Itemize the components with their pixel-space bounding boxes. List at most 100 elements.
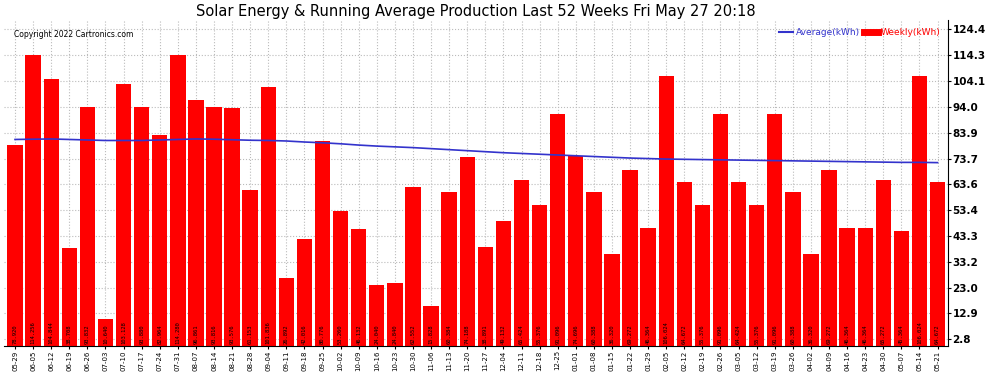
Bar: [44, 79, 58, 346]
Bar: [387, 283, 403, 346]
Bar: [333, 211, 348, 346]
Text: 53.260: 53.260: [339, 324, 344, 344]
Bar: [912, 76, 928, 346]
Bar: [297, 239, 312, 346]
Text: Copyright 2022 Cartronics.com: Copyright 2022 Cartronics.com: [14, 30, 133, 39]
Text: 103.128: 103.128: [121, 321, 126, 344]
Text: 96.861: 96.861: [193, 324, 198, 344]
Bar: [713, 114, 729, 346]
Bar: [550, 114, 565, 346]
Bar: [604, 254, 620, 346]
Bar: [658, 76, 674, 346]
Bar: [79, 107, 95, 346]
Text: 46.364: 46.364: [844, 324, 849, 344]
Bar: [822, 170, 837, 346]
Text: 55.376: 55.376: [700, 324, 705, 344]
Bar: [749, 205, 764, 346]
Text: 55.376: 55.376: [538, 324, 543, 344]
Bar: [188, 100, 204, 346]
Text: 55.376: 55.376: [754, 324, 759, 344]
Bar: [315, 141, 331, 346]
Bar: [260, 87, 276, 346]
Text: 60.388: 60.388: [790, 324, 795, 344]
Text: 93.816: 93.816: [212, 324, 217, 344]
Bar: [496, 221, 511, 346]
Bar: [803, 254, 819, 346]
Bar: [7, 145, 23, 346]
Bar: [116, 84, 132, 346]
Text: 93.880: 93.880: [140, 324, 145, 344]
Bar: [894, 231, 909, 346]
Text: 65.424: 65.424: [519, 324, 524, 344]
Text: 61.153: 61.153: [248, 324, 252, 344]
Text: 106.024: 106.024: [663, 321, 668, 344]
Text: 91.096: 91.096: [772, 324, 777, 344]
Text: 26.892: 26.892: [284, 324, 289, 344]
Bar: [98, 319, 113, 346]
Text: 74.188: 74.188: [464, 324, 469, 344]
Text: 91.096: 91.096: [718, 324, 723, 344]
Text: 91.096: 91.096: [555, 324, 560, 344]
Bar: [586, 192, 602, 346]
Text: 93.576: 93.576: [230, 324, 235, 344]
Text: 46.364: 46.364: [862, 324, 867, 344]
Text: 15.828: 15.828: [429, 324, 434, 344]
Text: 45.364: 45.364: [899, 324, 904, 344]
Bar: [61, 248, 77, 346]
Bar: [676, 182, 692, 346]
Bar: [278, 278, 294, 346]
Bar: [532, 205, 547, 346]
Bar: [477, 247, 493, 346]
Text: 46.364: 46.364: [645, 324, 650, 344]
Legend: Average(kWh), Weekly(kWh): Average(kWh), Weekly(kWh): [776, 25, 943, 41]
Bar: [875, 180, 891, 346]
Text: 93.832: 93.832: [85, 324, 90, 344]
Text: 62.552: 62.552: [411, 324, 416, 344]
Text: 78.920: 78.920: [13, 324, 18, 344]
Text: 106.024: 106.024: [917, 321, 922, 344]
Bar: [623, 170, 638, 346]
Bar: [857, 228, 873, 346]
Bar: [26, 56, 41, 346]
Text: 114.256: 114.256: [31, 321, 36, 344]
Bar: [243, 190, 257, 346]
Text: 69.272: 69.272: [628, 324, 633, 344]
Bar: [840, 228, 854, 346]
Bar: [767, 114, 782, 346]
Title: Solar Energy & Running Average Production Last 52 Weeks Fri May 27 20:18: Solar Energy & Running Average Productio…: [196, 4, 756, 19]
Bar: [514, 180, 530, 346]
Text: 36.320: 36.320: [610, 324, 615, 344]
Bar: [424, 306, 439, 346]
Bar: [731, 182, 746, 346]
Bar: [641, 228, 655, 346]
Text: 104.844: 104.844: [49, 321, 53, 344]
Text: 82.964: 82.964: [157, 324, 162, 344]
Bar: [459, 158, 475, 346]
Bar: [225, 108, 240, 346]
Bar: [785, 192, 801, 346]
Text: 46.132: 46.132: [356, 324, 361, 344]
Text: 64.672: 64.672: [682, 324, 687, 344]
Text: 64.672: 64.672: [936, 324, 940, 344]
Bar: [134, 107, 149, 346]
Bar: [351, 229, 366, 346]
Text: 38.891: 38.891: [483, 324, 488, 344]
Text: 36.320: 36.320: [809, 324, 814, 344]
Text: 74.696: 74.696: [573, 324, 578, 344]
Text: 42.016: 42.016: [302, 324, 307, 344]
Bar: [568, 156, 583, 346]
Text: 65.272: 65.272: [881, 324, 886, 344]
Text: 114.280: 114.280: [175, 321, 180, 344]
Text: 64.424: 64.424: [737, 324, 742, 344]
Bar: [930, 182, 945, 346]
Text: 10.640: 10.640: [103, 324, 108, 344]
Bar: [369, 285, 384, 346]
Bar: [206, 107, 222, 346]
Text: 60.384: 60.384: [446, 324, 451, 344]
Text: 101.836: 101.836: [265, 321, 271, 344]
Text: 60.388: 60.388: [591, 324, 596, 344]
Bar: [405, 187, 421, 346]
Text: 38.708: 38.708: [66, 324, 72, 344]
Text: 24.040: 24.040: [374, 324, 379, 344]
Bar: [442, 192, 456, 346]
